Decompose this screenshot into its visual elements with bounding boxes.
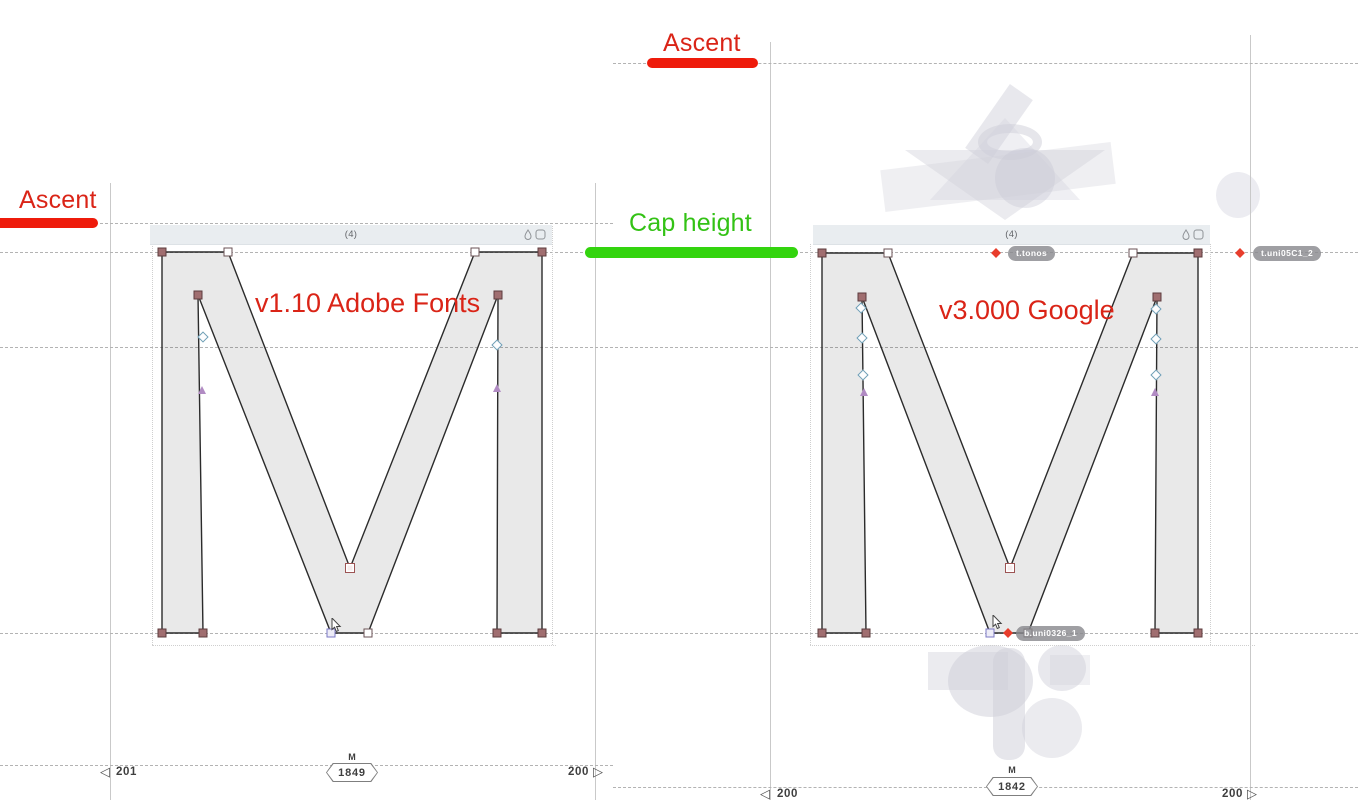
drop-icon xyxy=(524,229,532,240)
cap-height-label: Cap height xyxy=(629,209,752,237)
left-glyph-name: M xyxy=(348,752,356,762)
ghost-glyph xyxy=(995,148,1055,208)
glyph-node-corner[interactable] xyxy=(817,628,827,638)
left-selection-edge xyxy=(152,226,153,645)
glyph-node-apex[interactable] xyxy=(1152,292,1162,302)
anchor-label[interactable]: t.tonos xyxy=(1008,246,1056,261)
glyph-node-corner[interactable] xyxy=(223,247,233,257)
glyph-node-corner[interactable] xyxy=(817,248,827,258)
right-descender-line xyxy=(613,787,1358,788)
right-glyph-info-bar[interactable]: (4) xyxy=(813,225,1210,245)
ghost-glyph xyxy=(1022,698,1082,758)
right-sidebearing-arrow[interactable]: ▷ xyxy=(1247,786,1257,800)
glyph-node-corner[interactable] xyxy=(470,247,480,257)
glyph-node-vertex[interactable] xyxy=(1005,563,1015,573)
mouse-cursor xyxy=(992,615,1003,630)
glyph-handle-triangle[interactable] xyxy=(493,384,501,392)
left-rsb-value[interactable]: 200 xyxy=(568,766,589,778)
anchor-label[interactable]: t.uni05C1_2 xyxy=(1253,246,1322,261)
left-lsb-value[interactable]: 201 xyxy=(116,766,137,778)
right-selection-edge xyxy=(1210,244,1211,645)
left-selection-bottom xyxy=(152,645,556,646)
glyph-node-vertex[interactable] xyxy=(345,563,355,573)
glyph-node-corner[interactable] xyxy=(537,247,547,257)
glyph-handle-triangle[interactable] xyxy=(860,388,868,396)
left-ascender-line xyxy=(0,223,613,224)
glyph-node-apex[interactable] xyxy=(857,292,867,302)
glyph-m-left[interactable] xyxy=(161,251,543,634)
cap-height-underline xyxy=(585,247,798,258)
right-selection-bottom xyxy=(810,645,1255,646)
right-advance-width-line xyxy=(1250,35,1251,800)
mouse-cursor xyxy=(331,618,342,633)
glyph-node-corner[interactable] xyxy=(157,247,167,257)
ghost-glyph xyxy=(1216,172,1260,218)
glyph-handle-triangle[interactable] xyxy=(198,386,206,394)
glyph-node-start[interactable] xyxy=(326,628,336,638)
right-selection-edge xyxy=(810,244,811,645)
left-sidebearing-arrow[interactable]: ◁ xyxy=(100,764,110,779)
version-label-right: v3.000 Google xyxy=(939,295,1115,325)
x-height-line xyxy=(0,347,1358,348)
glyph-node-corner[interactable] xyxy=(1193,248,1203,258)
ghost-glyph xyxy=(1038,645,1086,691)
glyph-handle-triangle[interactable] xyxy=(1151,388,1159,396)
left-glyph-info-bar[interactable]: (4) xyxy=(150,225,552,245)
layer-square-icon xyxy=(535,229,546,240)
ghost-glyph xyxy=(993,648,1025,760)
glyph-node-corner[interactable] xyxy=(861,628,871,638)
glyph-node-corner[interactable] xyxy=(883,248,893,258)
glyph-node-start[interactable] xyxy=(985,628,995,638)
right-advance-width-badge[interactable]: 1842 xyxy=(986,777,1038,796)
ascent-underline-top xyxy=(647,58,758,68)
layer-icons[interactable] xyxy=(523,228,547,246)
right-sidebearing-arrow[interactable]: ▷ xyxy=(593,764,603,779)
right-selection-count: (4) xyxy=(1005,229,1018,240)
glyph-node-corner[interactable] xyxy=(157,628,167,638)
ascent-underline-left xyxy=(0,218,98,228)
glyph-node-corner[interactable] xyxy=(363,628,373,638)
glyph-node-apex[interactable] xyxy=(493,290,503,300)
left-origin-line xyxy=(110,183,111,800)
left-sidebearing-arrow[interactable]: ◁ xyxy=(760,786,770,800)
glyph-node-apex[interactable] xyxy=(193,290,203,300)
glyph-node-corner[interactable] xyxy=(492,628,502,638)
left-selection-edge xyxy=(552,226,553,645)
drop-icon xyxy=(1182,229,1190,240)
glyph-m-right[interactable] xyxy=(821,252,1199,634)
left-advance-width-line xyxy=(595,183,596,800)
right-glyph-name: M xyxy=(1008,765,1016,775)
layer-icons[interactable] xyxy=(1181,228,1205,246)
ghost-glyph xyxy=(978,124,1042,160)
left-advance-width-value: 1849 xyxy=(327,764,377,781)
right-advance-width-value: 1842 xyxy=(987,778,1037,795)
glyph-node-corner[interactable] xyxy=(198,628,208,638)
right-ascender-line xyxy=(613,63,1358,64)
right-origin-line xyxy=(770,42,771,800)
glyph-node-corner[interactable] xyxy=(537,628,547,638)
ascent-label-top: Ascent xyxy=(663,29,741,57)
glyph-node-corner[interactable] xyxy=(1150,628,1160,638)
left-descender-line xyxy=(0,765,613,766)
glyph-node-corner[interactable] xyxy=(1193,628,1203,638)
glyph-node-corner[interactable] xyxy=(1128,248,1138,258)
right-rsb-value[interactable]: 200 xyxy=(1222,788,1243,800)
baseline xyxy=(0,633,1358,634)
right-lsb-value[interactable]: 200 xyxy=(777,788,798,800)
left-advance-width-badge[interactable]: 1849 xyxy=(326,763,378,782)
ascent-label-left: Ascent xyxy=(19,186,97,214)
layer-square-icon xyxy=(1193,229,1204,240)
anchor-label[interactable]: b.uni0326_1 xyxy=(1016,626,1086,641)
version-label-left: v1.10 Adobe Fonts xyxy=(255,288,481,318)
ghost-glyph xyxy=(1050,655,1090,685)
left-selection-count: (4) xyxy=(344,229,358,240)
